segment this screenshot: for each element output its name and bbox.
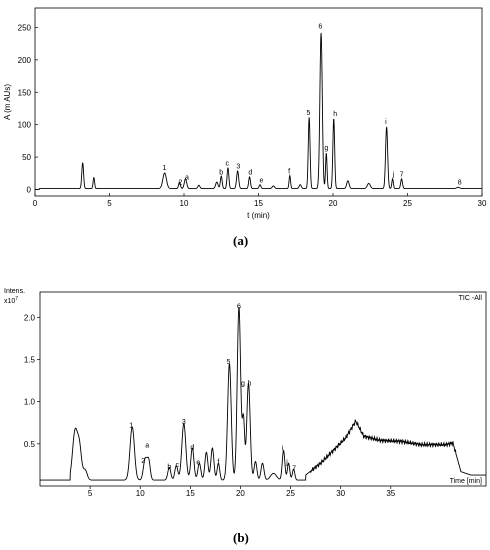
peak-label: f [217,459,219,466]
y-tick-label: 1.0 [24,398,36,407]
x-tick-label: 35 [386,489,395,498]
peak-label: j [285,460,288,467]
y-axis-label: A (m AUs) [3,84,12,120]
x-tick-label: 30 [478,199,487,208]
y-tick-label: 250 [18,23,32,32]
peak-label: 8 [458,179,462,186]
peak-label: 6 [237,304,241,311]
x-tick-label: 15 [186,489,195,498]
peak-label: c [225,160,229,167]
y-tick-label: 100 [18,121,32,130]
x-tick-label: 5 [107,199,112,208]
peak-label: 3 [236,164,240,171]
peak-label: e [260,177,264,184]
peak-label: a [145,443,149,450]
y-tick-label: 1.5 [24,355,36,364]
peak-label: g [324,145,328,152]
x-tick-label: 20 [329,199,338,208]
peak-label: e [196,460,200,467]
panel-label-b: (b) [233,530,249,545]
y-tick-label: 0.5 [24,440,36,449]
series-line-b [40,307,486,481]
chart-title: TIC -All [459,295,483,302]
x-tick-label: 10 [136,489,145,498]
peak-label: 5 [306,110,310,117]
peak-label: d [248,170,252,177]
plot-frame [39,291,487,487]
peak-label: g [241,380,245,387]
panel-label-a: (a) [233,233,249,248]
x-tick-label: 25 [403,199,412,208]
y-tick-label: 0 [27,186,32,195]
x-tick-label: 5 [88,489,93,498]
y-axis-exponent: x107 [4,296,18,305]
plot-frame [34,7,483,197]
x-axis-label: Time [min] [450,478,482,485]
peak-label: 1 [129,422,133,429]
x-tick-label: 30 [336,489,345,498]
peak-label: b [167,464,171,471]
peak-label: c [176,462,180,469]
peak-label: 7 [400,171,404,178]
y-tick-label: 2.0 [24,313,36,322]
y-axis-exponent-power: 7 [15,296,18,302]
peak-label: a [185,175,189,182]
y-tick-label: 200 [18,56,32,65]
peak-label: 6 [318,24,322,31]
x-axis-label: t (min) [247,211,270,220]
x-tick-label: 0 [33,199,38,208]
peak-label: i [282,445,284,452]
peak-label: 7 [292,466,296,473]
y-axis-label: Intens. [4,288,25,295]
peak-label: 5 [226,359,230,366]
peak-label: h [248,380,252,387]
x-tick-label: 20 [236,489,245,498]
peak-label: h [333,111,337,118]
y-tick-label: 150 [18,88,32,97]
x-tick-label: 10 [180,199,189,208]
x-tick-label: 25 [286,489,295,498]
peak-label: 2 [178,179,182,186]
peak-label: 1 [163,165,167,172]
peak-label: b [219,170,223,177]
peak-label: i [385,119,387,126]
peak-label: d [190,444,194,451]
peak-label: j [392,171,395,178]
x-tick-label: 15 [254,199,263,208]
peak-label: 2 [141,458,145,465]
peak-label: 3 [182,419,186,426]
y-tick-label: 50 [22,153,31,162]
peak-label: f [288,168,290,175]
series-line-a [35,32,482,190]
